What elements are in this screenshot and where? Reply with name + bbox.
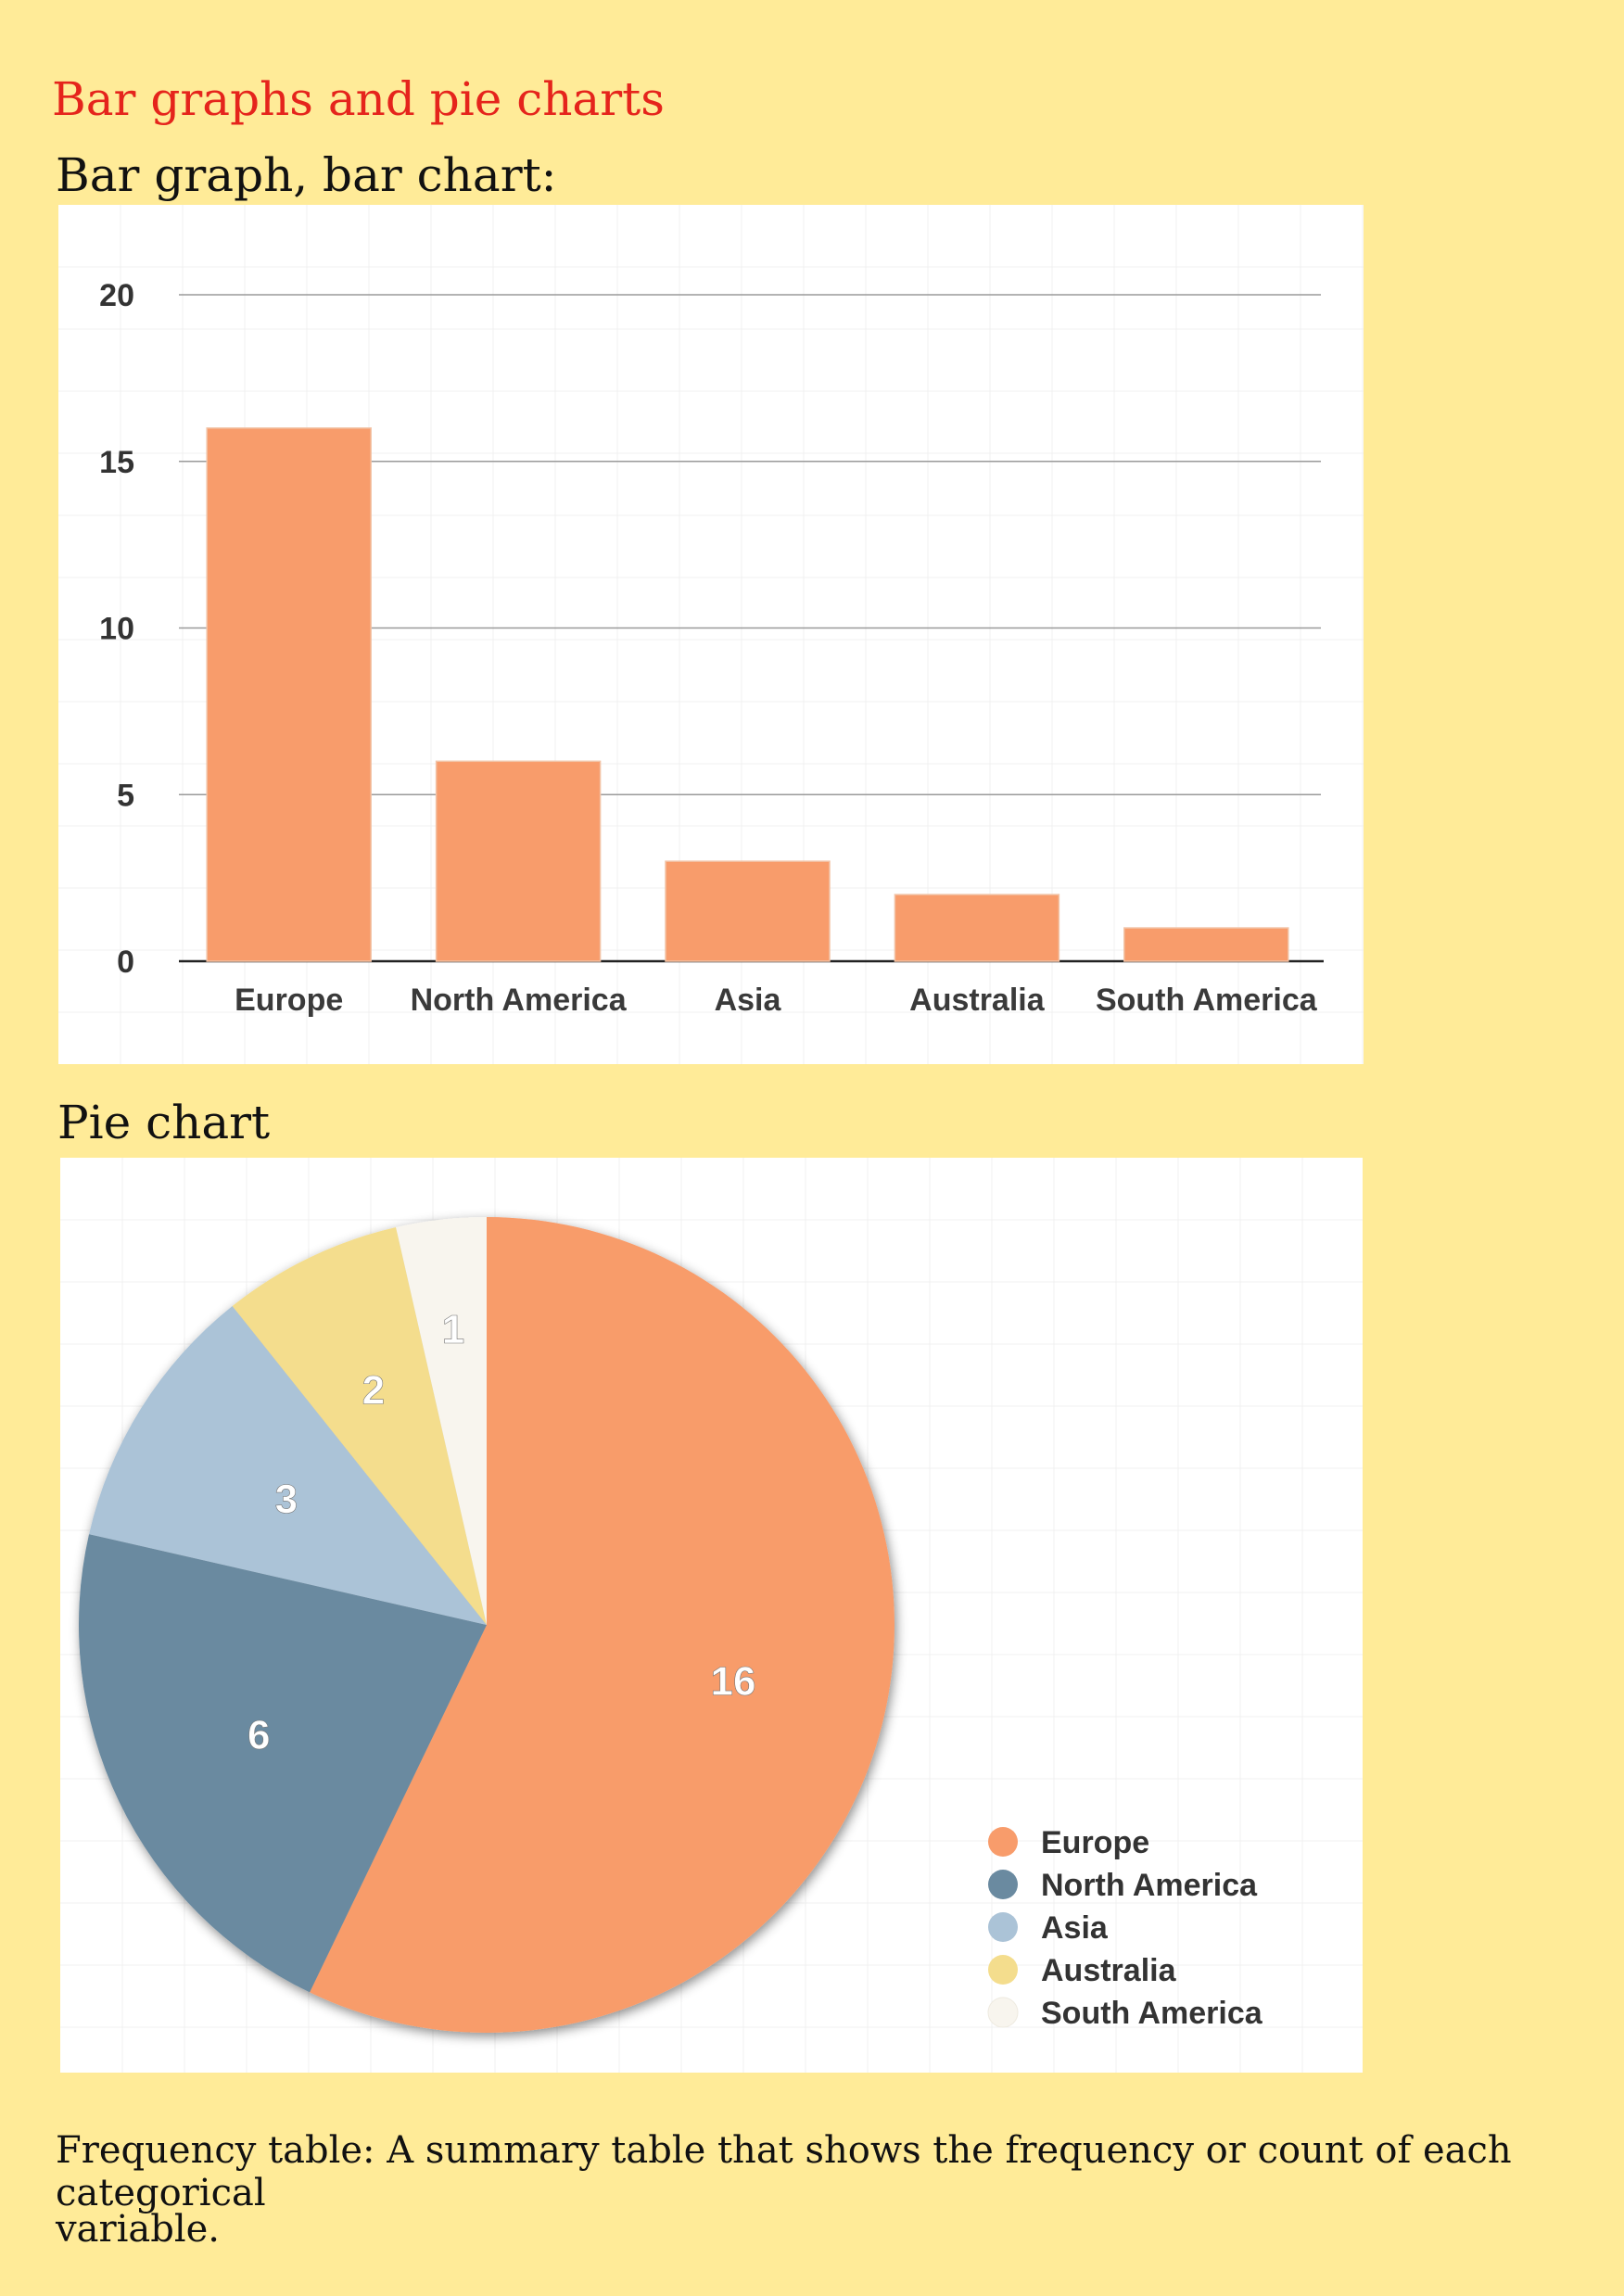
slice-value-label: 3 [275, 1477, 298, 1522]
frequency-table-note: Frequency table: A summary table that sh… [56, 2129, 1512, 2214]
legend-label: Europe [1041, 1825, 1149, 1860]
legend-label: North America [1041, 1868, 1258, 1903]
y-tick-label: 0 [117, 945, 134, 980]
slice-value-label: 6 [247, 1712, 270, 1757]
legend-label: South America [1041, 1996, 1263, 2031]
pie-chart: 16 6 3 2 1 Europe North America Asia Australia So… [60, 1158, 1363, 2073]
bar-chart: 0 5 10 15 20 Europe North America Asia Australia… [58, 205, 1364, 1064]
x-tick-label: South America [1096, 983, 1318, 1018]
x-tick-label: Asia [715, 983, 782, 1018]
legend: Europe North America Asia Australia South Am… [987, 1825, 1263, 2031]
bar [435, 760, 602, 962]
legend-swatch [988, 1827, 1018, 1857]
pie-chart-heading: Pie chart [57, 1096, 271, 1149]
y-tick-label: 15 [99, 445, 134, 480]
frequency-table-note-continued: variable. [56, 2208, 220, 2251]
bar [894, 894, 1060, 962]
y-tick-label: 20 [99, 278, 134, 313]
pie-slice [232, 1227, 487, 1625]
pie-slice [78, 1534, 487, 1993]
page-title: Bar graphs and pie charts [52, 72, 665, 126]
x-tick-label: Australia [909, 983, 1046, 1018]
legend-swatch [988, 1912, 1018, 1942]
bar-chart-heading: Bar graph, bar chart: [56, 148, 557, 202]
pie-slice [89, 1305, 487, 1625]
pie-chart-card: 16 6 3 2 1 Europe North America Asia Australia So… [60, 1158, 1363, 2073]
legend-swatch [988, 1955, 1018, 1985]
pie-slices [78, 1217, 894, 2033]
bar [1123, 927, 1289, 962]
legend-label: Asia [1041, 1910, 1109, 1946]
y-tick-label: 10 [99, 612, 134, 647]
slice-value-label: 1 [442, 1307, 464, 1352]
legend-label: Australia [1041, 1953, 1177, 1988]
bar [665, 860, 831, 962]
bar-chart-card: 0 5 10 15 20 Europe North America Asia Australia… [58, 205, 1364, 1064]
slice-value-label: 16 [710, 1659, 755, 1705]
legend-swatch [987, 1997, 1019, 2028]
pie-slice [310, 1217, 894, 2033]
pie-slice [396, 1217, 487, 1625]
legend-swatch [988, 1870, 1018, 1899]
x-tick-label: North America [411, 983, 628, 1018]
slice-value-label: 2 [362, 1367, 385, 1413]
y-tick-label: 5 [117, 778, 134, 813]
bar [206, 427, 372, 962]
x-tick-label: Europe [235, 983, 343, 1018]
